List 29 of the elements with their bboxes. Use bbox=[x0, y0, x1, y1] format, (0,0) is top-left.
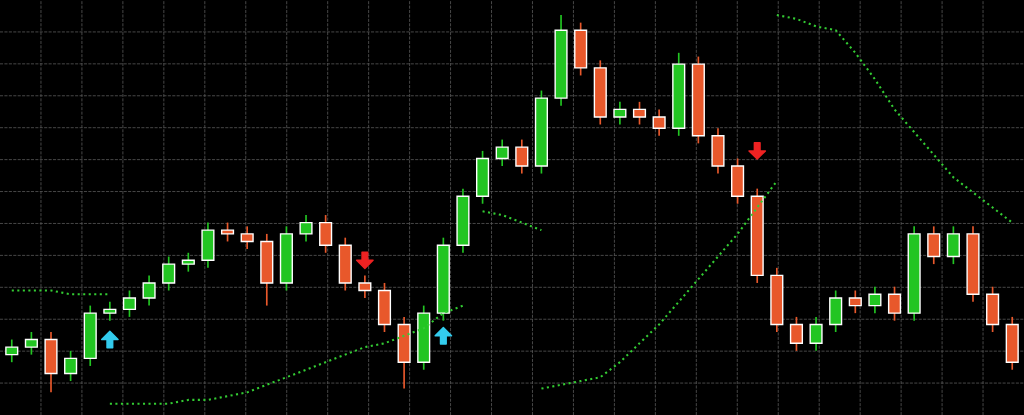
point bbox=[434, 326, 453, 345]
candlestick bbox=[122, 289, 137, 318]
candlestick bbox=[319, 214, 333, 254]
candlestick bbox=[868, 285, 882, 314]
candlestick bbox=[24, 331, 38, 356]
candlestick bbox=[5, 338, 19, 364]
candlestick bbox=[613, 101, 627, 126]
candlestick bbox=[64, 350, 78, 382]
candlestick bbox=[515, 138, 529, 175]
candlestick bbox=[299, 214, 313, 243]
point bbox=[355, 251, 374, 270]
candlestick bbox=[927, 225, 941, 265]
candlestick bbox=[809, 316, 823, 352]
candlestick bbox=[632, 101, 647, 126]
candlestick bbox=[789, 316, 804, 352]
candlestick bbox=[162, 255, 176, 292]
candlestick bbox=[142, 274, 156, 307]
candlestick bbox=[887, 285, 902, 322]
candlestick bbox=[495, 138, 509, 167]
candlestick bbox=[652, 108, 666, 137]
candlestick bbox=[103, 300, 117, 322]
candlestick bbox=[181, 251, 195, 273]
candlestick bbox=[946, 225, 960, 265]
point bbox=[748, 141, 767, 160]
candlestick bbox=[240, 225, 254, 250]
candlestick bbox=[358, 274, 372, 299]
candlestick bbox=[848, 289, 862, 314]
point bbox=[100, 330, 119, 349]
candlestick bbox=[220, 221, 235, 243]
